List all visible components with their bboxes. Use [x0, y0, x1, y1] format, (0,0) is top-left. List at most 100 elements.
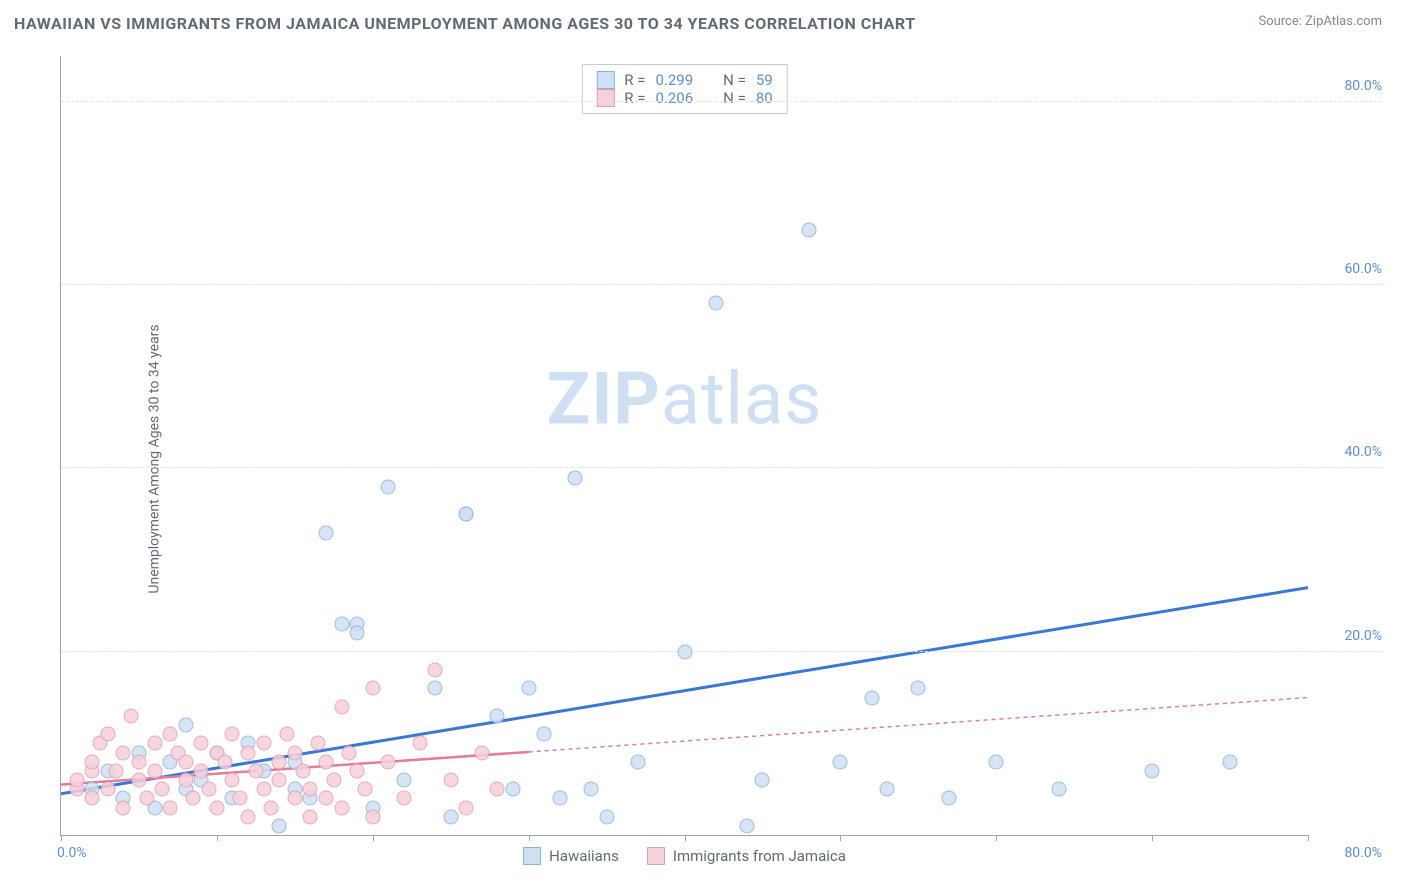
data-point [326, 773, 341, 788]
data-point [272, 754, 287, 769]
data-point [287, 791, 302, 806]
data-point [100, 782, 115, 797]
data-point [1145, 763, 1160, 778]
stats-legend: R =0.299N =59R =0.206N =80 [581, 64, 787, 114]
data-point [131, 754, 146, 769]
trend-lines [61, 56, 1308, 835]
data-point [131, 773, 146, 788]
stats-row: R =0.299N =59 [596, 71, 772, 89]
data-point [311, 736, 326, 751]
data-point [108, 763, 123, 778]
x-axis-max-label: 80.0% [1344, 845, 1382, 861]
stats-r-label: R = [624, 71, 645, 89]
data-point [233, 791, 248, 806]
data-point [552, 791, 567, 806]
data-point [942, 791, 957, 806]
data-point [428, 663, 443, 678]
data-point [272, 773, 287, 788]
data-point [1223, 754, 1238, 769]
x-tick [217, 835, 218, 841]
data-point [490, 708, 505, 723]
data-point [802, 223, 817, 238]
data-point [194, 736, 209, 751]
data-point [396, 773, 411, 788]
data-point [350, 626, 365, 641]
data-point [381, 754, 396, 769]
y-tick-label: 20.0% [1344, 628, 1382, 644]
data-point [163, 727, 178, 742]
data-point [537, 727, 552, 742]
gridline [61, 651, 1382, 652]
y-tick-label: 60.0% [1344, 261, 1382, 277]
data-point [225, 727, 240, 742]
x-tick [685, 835, 686, 841]
data-point [357, 782, 372, 797]
data-point [217, 754, 232, 769]
x-tick [996, 835, 997, 841]
x-tick [373, 835, 374, 841]
data-point [163, 800, 178, 815]
data-point [989, 754, 1004, 769]
data-point [506, 782, 521, 797]
legend-item: Immigrants from Jamaica [647, 847, 846, 865]
stats-n-label: N = [723, 71, 746, 89]
data-point [178, 773, 193, 788]
legend-swatch [596, 71, 614, 89]
legend-swatch [596, 89, 614, 107]
data-point [443, 809, 458, 824]
data-point [147, 763, 162, 778]
data-point [147, 736, 162, 751]
chart-container: Unemployment Among Ages 30 to 34 years Z… [26, 48, 1396, 870]
data-point [287, 745, 302, 760]
data-point [209, 800, 224, 815]
stats-n-value: 80 [756, 89, 773, 107]
x-tick [529, 835, 530, 841]
data-point [248, 763, 263, 778]
data-point [334, 699, 349, 714]
data-point [583, 782, 598, 797]
data-point [334, 800, 349, 815]
gridline [61, 101, 1382, 102]
data-point [264, 800, 279, 815]
data-point [272, 818, 287, 833]
data-point [334, 617, 349, 632]
data-point [708, 296, 723, 311]
legend-swatch [647, 847, 665, 865]
data-point [178, 754, 193, 769]
data-point [241, 745, 256, 760]
data-point [365, 809, 380, 824]
data-point [568, 470, 583, 485]
data-point [124, 708, 139, 723]
data-point [318, 525, 333, 540]
stats-r-label: R = [624, 89, 645, 107]
gridline [61, 284, 1382, 285]
data-point [412, 736, 427, 751]
plot-area: ZIPatlas R =0.299N =59R =0.206N =80 0.0%… [60, 56, 1308, 836]
data-point [100, 727, 115, 742]
data-point [864, 690, 879, 705]
x-tick [840, 835, 841, 841]
data-point [69, 773, 84, 788]
stats-row: R =0.206N =80 [596, 89, 772, 107]
data-point [225, 773, 240, 788]
data-point [739, 818, 754, 833]
x-tick [61, 835, 62, 841]
data-point [911, 681, 926, 696]
legend-item: Hawaiians [523, 847, 619, 865]
data-point [490, 782, 505, 797]
data-point [194, 763, 209, 778]
data-point [318, 754, 333, 769]
data-point [459, 507, 474, 522]
gridline [61, 467, 1382, 468]
data-point [521, 681, 536, 696]
x-tick [1152, 835, 1153, 841]
y-tick-label: 80.0% [1344, 78, 1382, 94]
y-tick-label: 40.0% [1344, 444, 1382, 460]
watermark: ZIPatlas [547, 356, 823, 441]
stats-n-label: N = [723, 89, 746, 107]
chart-title: HAWAIIAN VS IMMIGRANTS FROM JAMAICA UNEM… [14, 14, 916, 33]
data-point [630, 754, 645, 769]
data-point [833, 754, 848, 769]
data-point [599, 809, 614, 824]
data-point [755, 773, 770, 788]
